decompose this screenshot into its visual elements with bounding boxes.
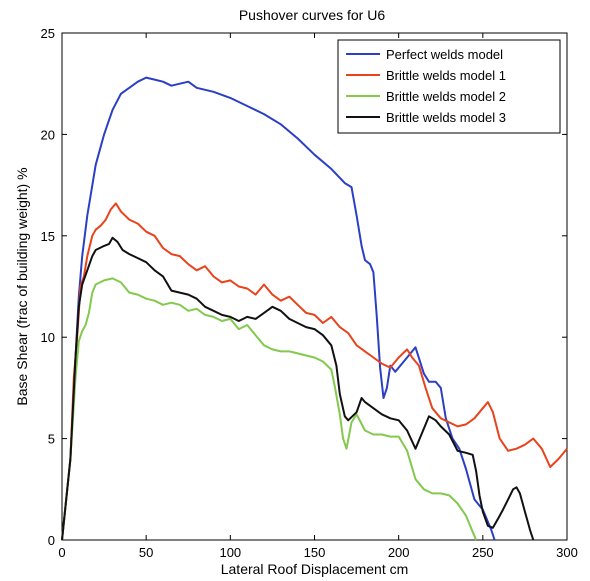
series-line-1 <box>61 76 496 541</box>
x-tick-label: 0 <box>58 545 65 560</box>
y-tick-label: 20 <box>41 127 55 142</box>
chart-title: Pushover curves for U6 <box>239 7 385 23</box>
legend: Perfect welds model Brittle welds model 1… <box>337 39 561 134</box>
axis-ticks: 0 50 100 150 200 250 300 0 5 10 15 20 25 <box>41 26 578 560</box>
y-tick-label: 15 <box>41 229 55 244</box>
y-tick-label: 10 <box>41 330 55 345</box>
legend-label-1: Perfect welds model <box>386 47 503 62</box>
x-tick-label: 300 <box>556 545 578 560</box>
series-line-3 <box>61 277 478 541</box>
x-tick-label: 100 <box>219 545 241 560</box>
x-tick-label: 250 <box>472 545 494 560</box>
x-tick-label: 50 <box>139 545 153 560</box>
series-line-4 <box>61 236 535 541</box>
y-tick-label: 0 <box>48 533 55 548</box>
x-tick-label: 150 <box>304 545 326 560</box>
y-tick-label: 25 <box>41 26 55 41</box>
series-line-2 <box>61 202 568 541</box>
x-tick-label: 200 <box>388 545 410 560</box>
legend-label-4: Brittle welds model 3 <box>386 110 506 125</box>
y-axis-label: Base Shear (frac of building weight) % <box>14 167 30 405</box>
legend-label-3: Brittle welds model 2 <box>386 89 506 104</box>
series-lines <box>61 76 568 541</box>
legend-label-2: Brittle welds model 1 <box>386 68 506 83</box>
y-tick-label: 5 <box>48 432 55 447</box>
x-axis-label: Lateral Roof Displacement cm <box>221 561 409 577</box>
